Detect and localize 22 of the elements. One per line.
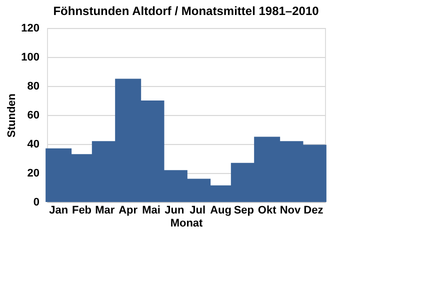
y-tick-label: 20: [27, 168, 40, 180]
chart-title: Föhnstunden Altdorf / Monatsmittel 1981–2010: [53, 4, 320, 18]
y-tick-label: 120: [21, 22, 40, 34]
x-tick-label: Jan: [49, 204, 68, 216]
x-tick-label: Okt: [258, 204, 277, 216]
x-tick-label: Dez: [304, 204, 324, 216]
y-tick-label: 0: [33, 196, 40, 208]
y-tick-label: 40: [27, 138, 40, 150]
x-tick-label: Jul: [190, 204, 206, 216]
x-tick-label: Aug: [210, 204, 232, 216]
x-tick-label: Feb: [72, 204, 92, 216]
x-tick-label: Nov: [280, 204, 302, 216]
y-tick-label: 80: [27, 80, 40, 92]
y-tick-label: 100: [21, 52, 40, 64]
x-axis-title: Monat: [170, 218, 204, 230]
x-tick-label: Apr: [118, 204, 138, 216]
x-tick-label: Mar: [95, 204, 116, 216]
x-tick-label: Mai: [142, 204, 160, 216]
y-axis-title: Stunden: [6, 93, 18, 138]
x-tick-label: Sep: [234, 204, 254, 216]
x-tick-label: Jun: [164, 204, 184, 216]
y-tick-label: 60: [27, 110, 40, 122]
